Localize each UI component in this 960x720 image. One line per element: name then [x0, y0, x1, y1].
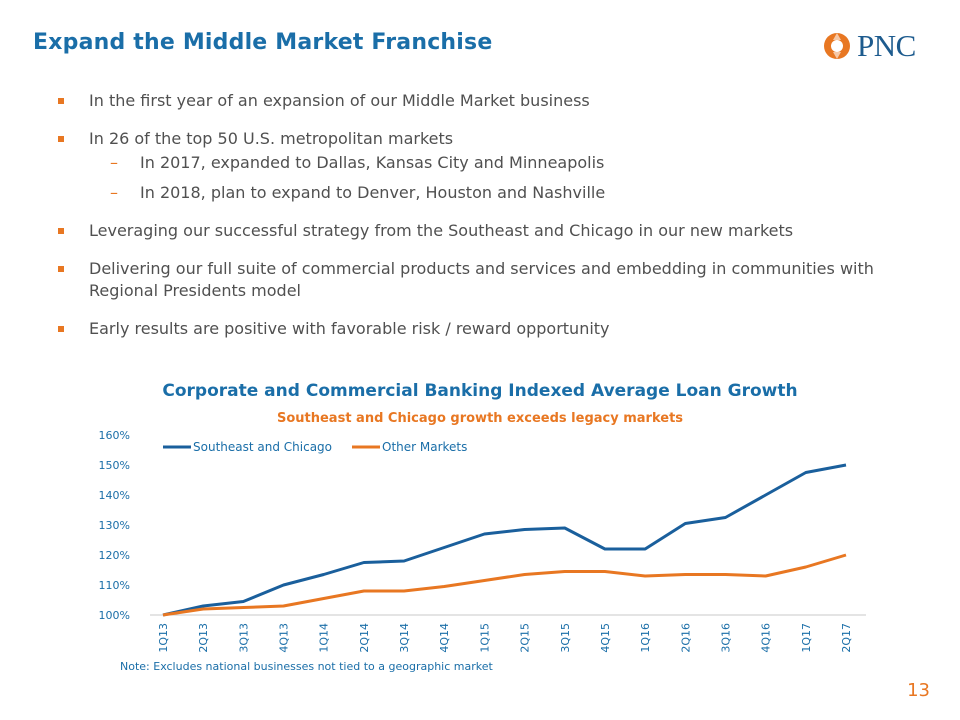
y-tick-label: 140%	[99, 489, 130, 502]
pnc-logo-icon	[824, 33, 850, 59]
x-tick-label: 4Q16	[760, 623, 773, 653]
x-tick-label: 3Q16	[719, 623, 732, 653]
legend-label: Southeast and Chicago	[193, 440, 332, 454]
x-tick-label: 1Q16	[639, 623, 652, 653]
sub-bullet-item: – In 2017, expanded to Dallas, Kansas Ci…	[110, 152, 918, 174]
x-tick-label: 1Q13	[157, 623, 170, 653]
bullet-text: Leveraging our successful strategy from …	[89, 221, 794, 240]
bullet-text: Early results are positive with favorabl…	[89, 319, 610, 338]
x-tick-label: 1Q17	[800, 623, 813, 653]
sub-bullet-text: In 2018, plan to expand to Denver, Houst…	[140, 183, 606, 202]
dash-icon: –	[110, 153, 118, 172]
x-tick-label: 3Q13	[237, 623, 250, 653]
page-number: 13	[907, 680, 930, 701]
bullet-text: In the first year of an expansion of our…	[89, 91, 590, 110]
page-title: Expand the Middle Market Franchise	[33, 30, 493, 55]
logo-text: PNC	[857, 28, 916, 63]
x-tick-label: 3Q14	[398, 623, 411, 653]
series-line-other-markets	[162, 553, 847, 617]
sub-bullet-item: – In 2018, plan to expand to Denver, Hou…	[110, 182, 918, 204]
bullet-text: Delivering our full suite of commercial …	[89, 259, 874, 300]
bullet-square-icon	[58, 98, 64, 104]
x-tick-label: 1Q14	[318, 623, 331, 653]
y-tick-label: 120%	[99, 549, 130, 562]
bullet-item: In the first year of an expansion of our…	[58, 90, 918, 112]
bullet-list: In the first year of an expansion of our…	[58, 90, 918, 356]
x-tick-label: 4Q14	[438, 623, 451, 653]
sub-bullet-list: – In 2017, expanded to Dallas, Kansas Ci…	[110, 152, 918, 204]
x-tick-label: 1Q15	[478, 623, 491, 653]
x-tick-label: 2Q13	[197, 623, 210, 653]
dash-icon: –	[110, 183, 118, 202]
x-tick-label: 4Q15	[599, 623, 612, 653]
legend-label: Other Markets	[382, 440, 467, 454]
x-tick-label: 2Q17	[840, 623, 853, 653]
series-line-southeast-and-chicago	[162, 463, 847, 617]
bullet-square-icon	[58, 228, 64, 234]
sub-bullet-text: In 2017, expanded to Dallas, Kansas City…	[140, 153, 605, 172]
chart-subtitle: Southeast and Chicago growth exceeds leg…	[276, 411, 684, 426]
bullet-square-icon	[58, 266, 64, 272]
x-tick-label: 2Q15	[519, 623, 532, 653]
bullet-item: In 26 of the top 50 U.S. metropolitan ma…	[58, 128, 918, 150]
y-tick-label: 160%	[99, 429, 130, 442]
y-tick-label: 100%	[99, 609, 130, 622]
bullet-square-icon	[58, 136, 64, 142]
bullet-text: In 26 of the top 50 U.S. metropolitan ma…	[89, 129, 454, 148]
y-tick-label: 110%	[99, 579, 130, 592]
y-tick-label: 130%	[99, 519, 130, 532]
chart-footnote: Note: Excludes national businesses not t…	[120, 660, 493, 673]
bullet-item: Early results are positive with favorabl…	[58, 318, 918, 340]
chart-title: Corporate and Commercial Banking Indexed…	[162, 381, 798, 401]
bullet-item: Leveraging our successful strategy from …	[58, 220, 918, 242]
bullet-item: Delivering our full suite of commercial …	[58, 258, 918, 302]
x-tick-label: 2Q14	[358, 623, 371, 653]
x-tick-label: 2Q16	[679, 623, 692, 653]
x-tick-label: 3Q15	[559, 623, 572, 653]
y-tick-label: 150%	[99, 459, 130, 472]
x-tick-label: 4Q13	[278, 623, 291, 653]
bullet-square-icon	[58, 326, 64, 332]
pnc-logo: PNC	[822, 28, 916, 64]
